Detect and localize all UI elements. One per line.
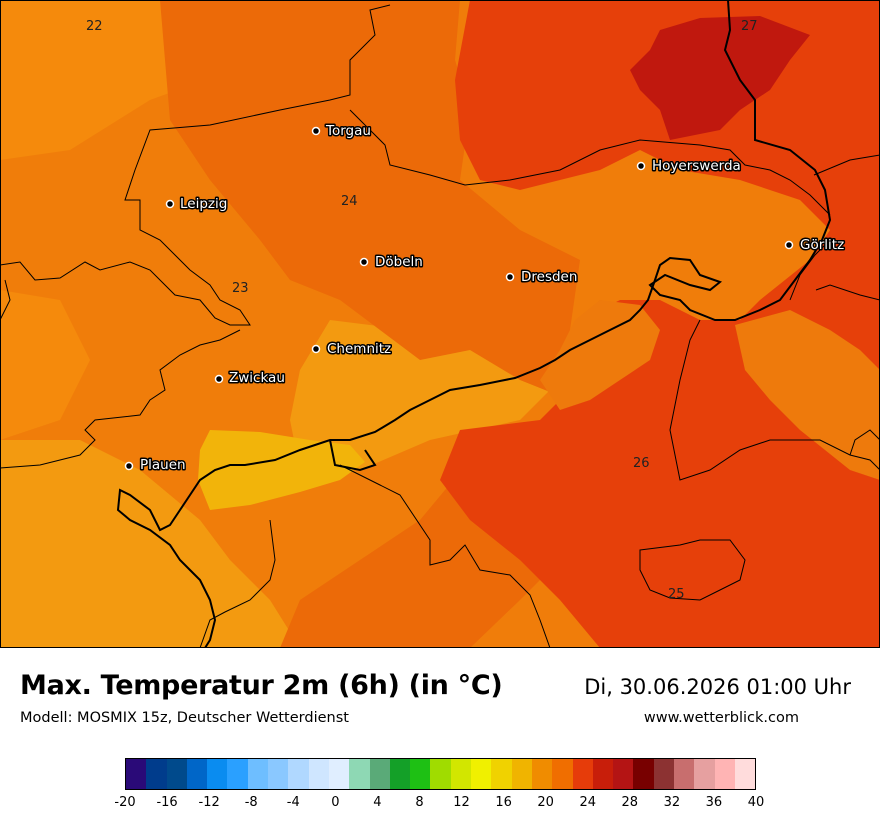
contour-label: 24 (341, 194, 358, 209)
legend-swatch (694, 759, 715, 789)
legend-tick-label: 32 (663, 795, 681, 810)
legend-swatch (207, 759, 228, 789)
legend-swatch (369, 759, 390, 789)
border-lines (0, 0, 880, 648)
city-dot (311, 344, 321, 354)
legend-swatch (227, 759, 248, 789)
city-label: Plauen (140, 457, 186, 473)
legend-swatch (308, 759, 329, 789)
temp-field-east-orange (735, 310, 880, 480)
city-label: Döbeln (375, 254, 423, 270)
legend-swatch (349, 759, 370, 789)
legend-swatch (389, 759, 411, 789)
city-dot (784, 240, 794, 250)
temperature-map: 22 27 24 23 26 25 Torgau Leipzig Döbeln … (0, 0, 880, 648)
legend-tick-label: -20 (114, 795, 136, 810)
legend-swatch (734, 759, 756, 789)
city-marker-torgau[interactable]: Torgau (311, 122, 372, 141)
temp-field-inlet (540, 300, 660, 410)
legend-tick-label: 12 (453, 795, 470, 810)
legend-tick-label: 24 (579, 795, 596, 810)
city-label: Leipzig (180, 196, 227, 212)
color-scale-legend (125, 758, 756, 790)
city-marker-dresden[interactable]: Dresden (505, 268, 579, 287)
legend-swatch (613, 759, 634, 789)
city-dot (311, 126, 321, 136)
city-marker-plauen[interactable]: Plauen (124, 456, 187, 475)
legend-swatch (491, 759, 512, 789)
city-label: Hoyerswerda (652, 158, 741, 174)
city-dot (214, 374, 224, 384)
temp-field-cool (0, 320, 560, 648)
city-marker-leipzig[interactable]: Leipzig (165, 195, 229, 214)
legend-tick-label: -16 (156, 795, 178, 810)
legend-tick-label: -8 (244, 795, 258, 810)
city-marker-chemnitz[interactable]: Chemnitz (311, 340, 393, 359)
legend-swatch (511, 759, 532, 789)
city-label: Torgau (325, 123, 371, 139)
legend-swatch (592, 759, 614, 789)
legend-swatch (531, 759, 553, 789)
legend-tick-label: -4 (286, 795, 300, 810)
contour-label: 23 (232, 281, 249, 296)
legend-swatch (653, 759, 675, 789)
city-label: Görlitz (800, 237, 844, 253)
color-scale-ticks: -20 -16 -12 -8 -4 0 4 8 12 16 20 24 28 32 36 40 (114, 795, 764, 815)
legend-swatch (268, 759, 289, 789)
temp-field-27 (630, 16, 810, 140)
temp-field-26 (440, 0, 880, 648)
legend-swatch (166, 759, 187, 789)
legend-swatch (126, 759, 147, 789)
city-marker-hoyerswerda[interactable]: Hoyerswerda (636, 157, 742, 176)
legend-swatch (247, 759, 269, 789)
legend-swatch (288, 759, 309, 789)
website-link[interactable]: www.wetterblick.com (643, 710, 799, 726)
city-dot (359, 257, 369, 267)
legend-tick-label: -12 (198, 795, 220, 810)
legend-swatch (674, 759, 695, 789)
temp-field-west (0, 0, 360, 440)
city-label: Dresden (521, 269, 577, 285)
contour-label: 26 (633, 456, 650, 471)
city-dot (165, 199, 175, 209)
legend-tick-label: 36 (705, 795, 723, 810)
contour-label: 27 (741, 19, 758, 34)
legend-swatch (633, 759, 654, 789)
legend-tick-label: 0 (331, 795, 340, 810)
map-title: Max. Temperatur 2m (6h) (in °C) (20, 670, 503, 701)
forecast-datetime: Di, 30.06.2026 01:00 Uhr (584, 675, 851, 699)
legend-swatch (328, 759, 350, 789)
city-label: Chemnitz (327, 341, 391, 357)
city-marker-goerlitz[interactable]: Görlitz (784, 236, 846, 255)
legend-swatch (714, 759, 735, 789)
city-dot (636, 161, 646, 171)
legend-tick-label: 28 (621, 795, 639, 810)
city-marker-doebeln[interactable]: Döbeln (359, 253, 424, 272)
legend-tick-label: 8 (415, 795, 424, 810)
legend-tick-label: 16 (495, 795, 512, 810)
contour-label: 22 (86, 19, 103, 34)
legend-swatch (410, 759, 431, 789)
city-marker-zwickau[interactable]: Zwickau (214, 369, 286, 388)
legend-swatch (471, 759, 492, 789)
legend-swatch (552, 759, 573, 789)
temp-field-yellow (198, 430, 365, 510)
contour-label: 25 (668, 587, 685, 602)
model-subtitle: Modell: MOSMIX 15z, Deutscher Wetterdien… (20, 710, 349, 726)
legend-swatch (450, 759, 472, 789)
legend-swatch (146, 759, 167, 789)
legend-tick-label: 40 (747, 795, 765, 810)
legend-tick-label: 20 (537, 795, 554, 810)
legend-swatch (430, 759, 451, 789)
legend-swatch (186, 759, 208, 789)
city-label: Zwickau (229, 370, 285, 386)
legend-tick-label: 4 (373, 795, 382, 810)
legend-swatch (572, 759, 593, 789)
city-dot (505, 272, 515, 282)
city-dot (124, 461, 134, 471)
